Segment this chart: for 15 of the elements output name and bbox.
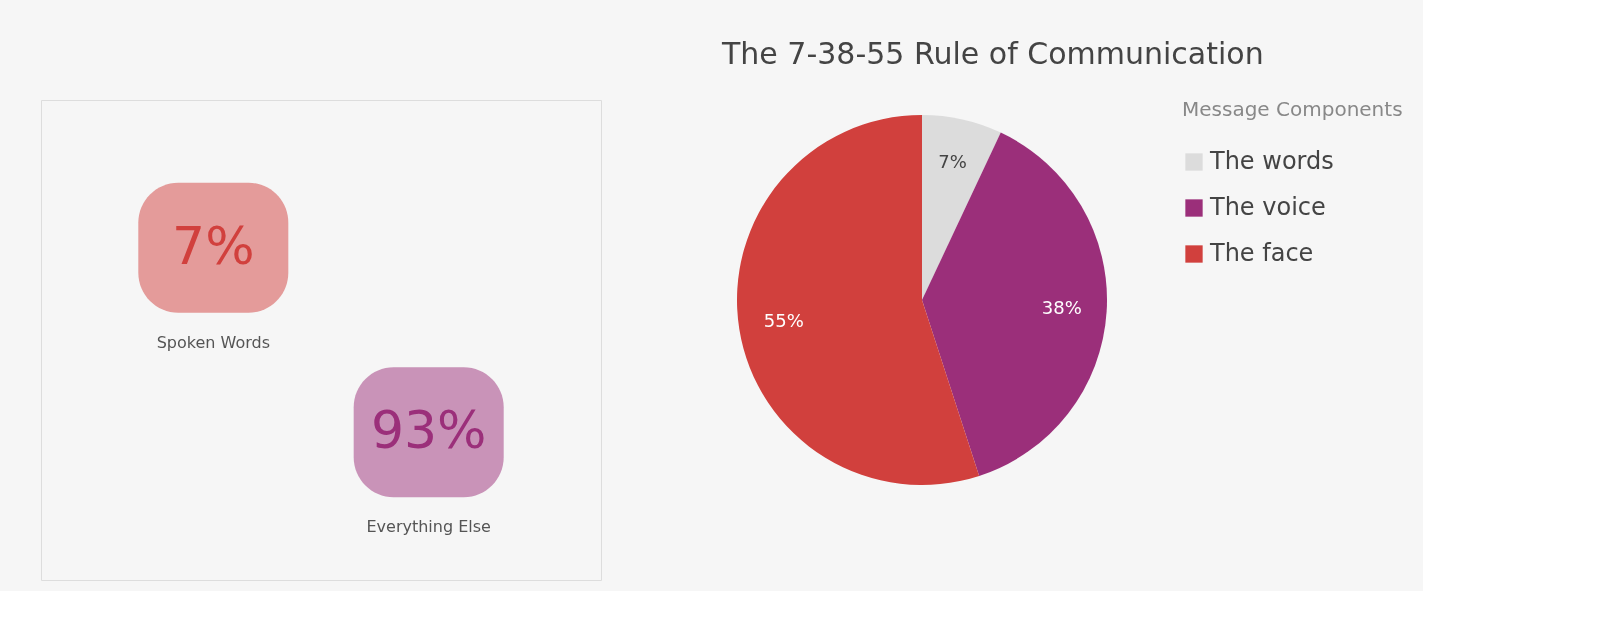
- category-label: Everything Else: [366, 517, 491, 537]
- pie-slice: [922, 132, 1107, 476]
- data-label: 38%: [1041, 296, 1082, 318]
- data-label: 93%: [370, 400, 487, 461]
- data-label: 55%: [763, 309, 804, 331]
- legend-label: The voice: [1209, 193, 1326, 221]
- data-label: 7%: [938, 151, 967, 173]
- pie-slice: [737, 115, 980, 485]
- category-label: Spoken Words: [156, 332, 270, 352]
- chart-title: The 7-38-55 Rule of Communication: [721, 36, 1264, 71]
- legend-title: Message Components: [1182, 97, 1403, 121]
- data-label: 7%: [172, 215, 255, 276]
- pie-slice: [922, 115, 1001, 300]
- legend-label: The face: [1209, 239, 1314, 267]
- legend-label: The words: [1209, 147, 1334, 175]
